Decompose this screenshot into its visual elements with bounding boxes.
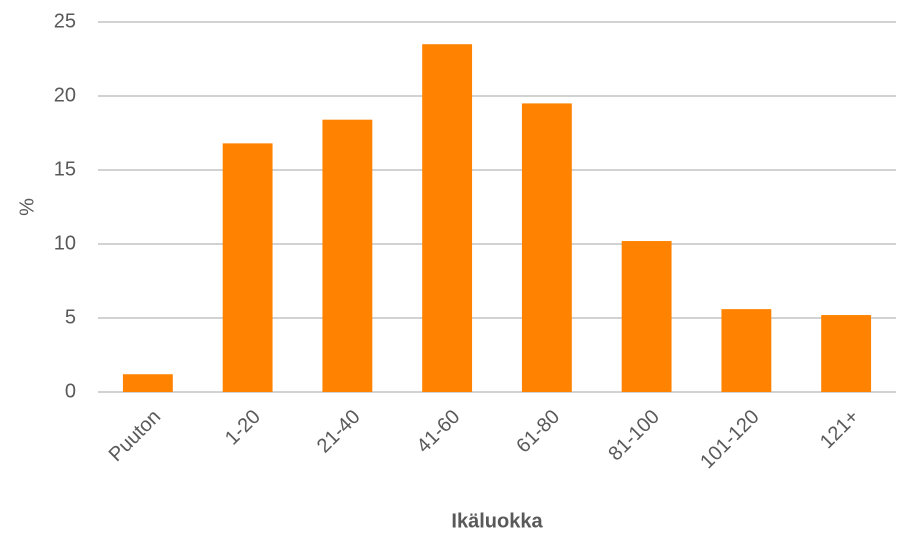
y-axis-label: % bbox=[16, 198, 38, 216]
bar bbox=[222, 143, 273, 392]
y-tick-label: 20 bbox=[54, 84, 76, 106]
x-tick-label: 1-20 bbox=[221, 406, 265, 450]
y-tick-label: 5 bbox=[65, 306, 76, 328]
bar bbox=[422, 44, 473, 392]
x-tick-label: 41-60 bbox=[413, 406, 465, 458]
bar bbox=[521, 103, 572, 393]
bar bbox=[821, 315, 872, 392]
bar bbox=[322, 119, 373, 393]
y-tick-label: 25 bbox=[54, 10, 76, 32]
x-tick-label: 21-40 bbox=[313, 406, 365, 458]
x-tick-label: Puuton bbox=[105, 406, 165, 466]
x-tick-label: 101-120 bbox=[696, 406, 763, 473]
x-tick-label: 81-100 bbox=[604, 406, 664, 466]
y-tick-label: 15 bbox=[54, 158, 76, 180]
y-tick-label: 0 bbox=[65, 380, 76, 402]
bar bbox=[721, 309, 772, 392]
x-tick-label: 121+ bbox=[816, 406, 863, 453]
x-tick-label: 61-80 bbox=[512, 406, 564, 458]
x-axis-label: Ikäluokka bbox=[451, 510, 543, 532]
bar bbox=[122, 374, 173, 392]
bar bbox=[621, 241, 672, 392]
y-tick-label: 10 bbox=[54, 232, 76, 254]
